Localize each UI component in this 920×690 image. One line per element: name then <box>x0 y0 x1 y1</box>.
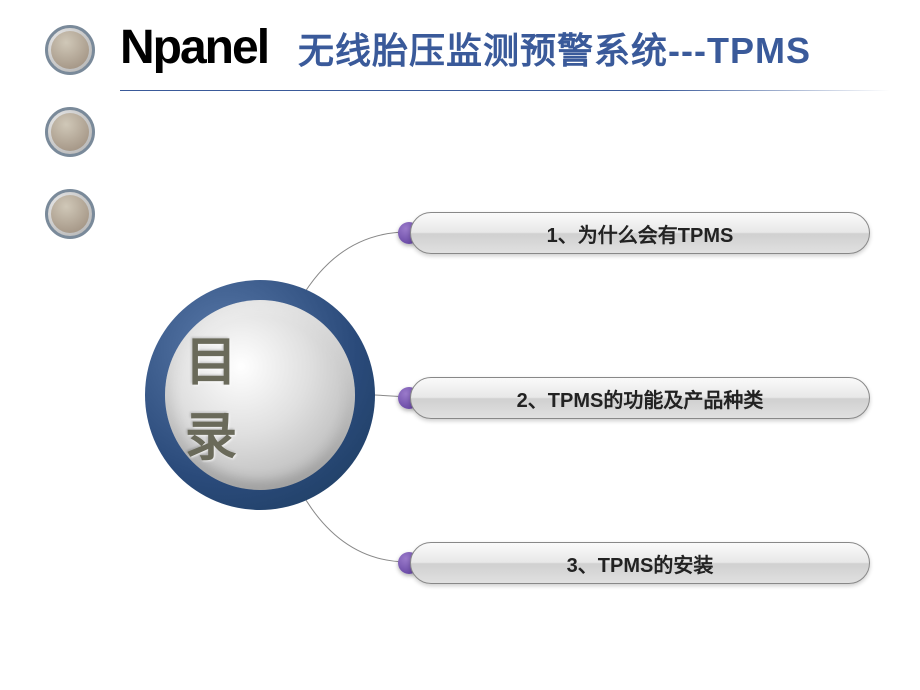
logo-text: Npanel <box>120 20 268 75</box>
main-circle: 目 录 <box>145 280 375 510</box>
main-circle-inner: 目 录 <box>165 300 355 490</box>
header: Npanel 无线胎压监测预警系统---TPMS <box>120 20 890 75</box>
title-divider <box>120 90 890 91</box>
toc-item-3-label: 3、TPMS的安装 <box>567 549 714 578</box>
toc-item-3: 3、TPMS的安装 <box>410 542 870 584</box>
toc-item-2-label: 2、TPMS的功能及产品种类 <box>517 384 764 413</box>
toc-item-1-label: 1、为什么会有TPMS <box>547 219 734 248</box>
page-title: 无线胎压监测预警系统---TPMS <box>298 22 811 74</box>
connector-svg <box>0 0 920 690</box>
toc-item-2: 2、TPMS的功能及产品种类 <box>410 377 870 419</box>
decorative-circle-1 <box>45 25 95 75</box>
decorative-circle-3 <box>45 189 95 239</box>
side-decorative-circles <box>45 25 95 239</box>
toc-heading: 目 录 <box>185 320 355 470</box>
decorative-circle-2 <box>45 107 95 157</box>
toc-item-1: 1、为什么会有TPMS <box>410 212 870 254</box>
